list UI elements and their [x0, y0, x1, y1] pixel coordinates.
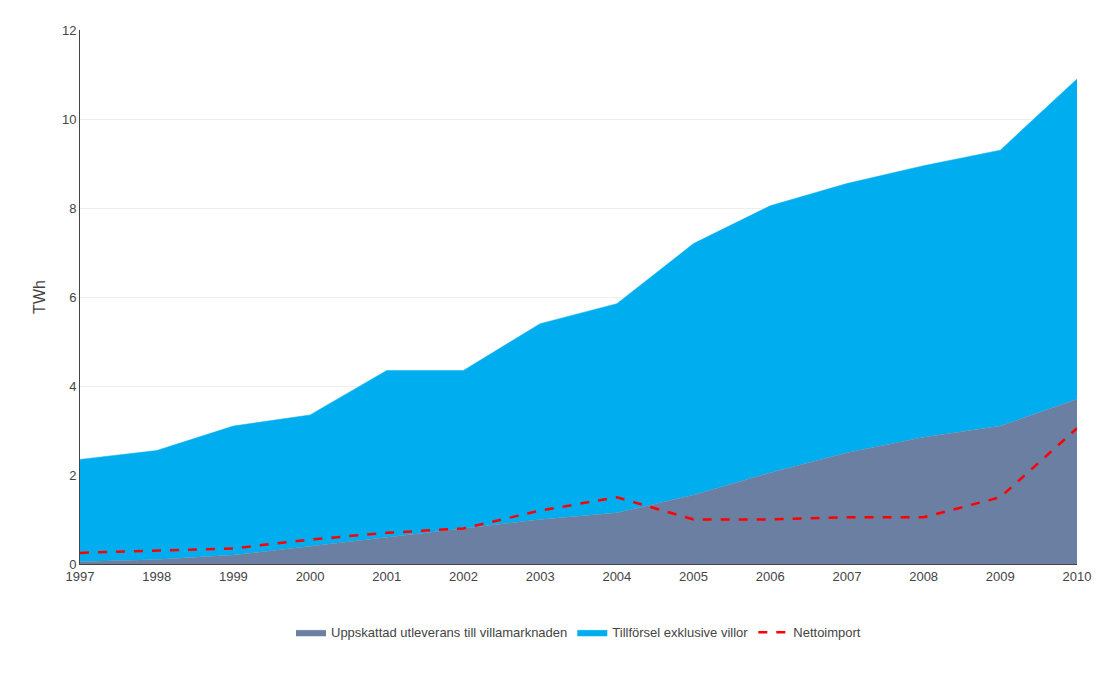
svg-text:2: 2 [69, 468, 76, 483]
svg-text:1998: 1998 [142, 569, 171, 584]
svg-text:2009: 2009 [986, 569, 1015, 584]
svg-text:2004: 2004 [602, 569, 631, 584]
svg-text:2003: 2003 [526, 569, 555, 584]
svg-text:2007: 2007 [832, 569, 861, 584]
svg-text:2010: 2010 [1063, 569, 1092, 584]
svg-text:Uppskattad utleverans till vil: Uppskattad utleverans till villamarknade… [331, 625, 567, 640]
svg-text:6: 6 [69, 290, 76, 305]
svg-text:2005: 2005 [679, 569, 708, 584]
svg-text:2001: 2001 [372, 569, 401, 584]
svg-text:2006: 2006 [756, 569, 785, 584]
svg-text:Tillförsel exklusive villor: Tillförsel exklusive villor [612, 625, 748, 640]
svg-text:4: 4 [69, 379, 76, 394]
svg-text:2000: 2000 [296, 569, 325, 584]
svg-text:Nettoimport: Nettoimport [793, 625, 861, 640]
svg-text:2002: 2002 [449, 569, 478, 584]
svg-text:TWh: TWh [31, 280, 48, 314]
svg-text:10: 10 [62, 112, 76, 127]
svg-text:1999: 1999 [219, 569, 248, 584]
svg-text:1997: 1997 [66, 569, 95, 584]
svg-text:2008: 2008 [909, 569, 938, 584]
svg-text:12: 12 [62, 23, 76, 38]
svg-text:8: 8 [69, 201, 76, 216]
svg-text:0: 0 [69, 557, 76, 572]
